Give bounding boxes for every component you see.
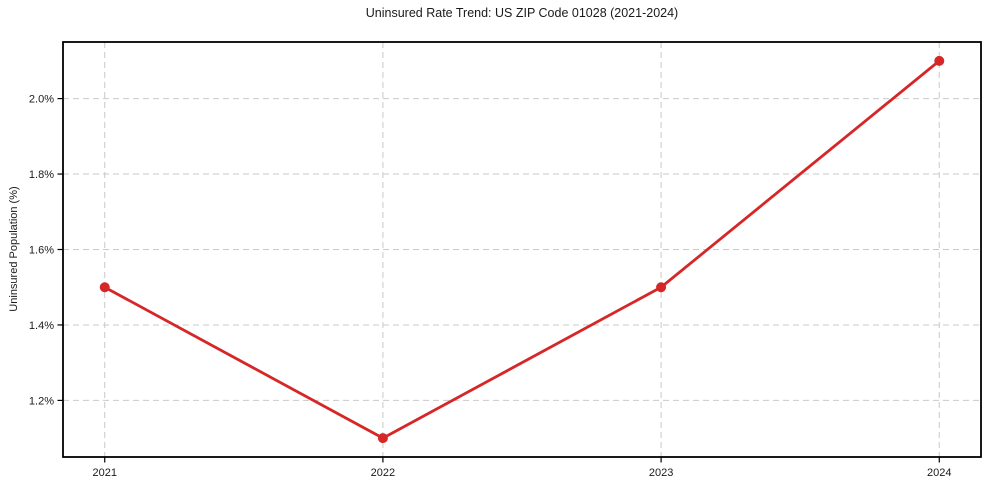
x-tick-label: 2022 [371,467,395,479]
x-tick-label: 2024 [927,467,951,479]
y-tick-label: 1.4% [29,320,54,332]
x-tick-label: 2021 [92,467,116,479]
data-point [934,55,945,66]
plot-frame [62,41,982,458]
x-tick-label: 2023 [649,467,673,479]
chart-title: Uninsured Rate Trend: US ZIP Code 01028 … [365,6,679,20]
data-point [656,282,667,293]
data-point [377,433,388,444]
y-tick-label: 1.8% [29,169,54,181]
data-point [99,282,110,293]
y-tick-label: 1.2% [29,395,54,407]
y-tick-label: 2.0% [29,94,54,106]
y-tick-label: 1.6% [29,245,54,257]
trend-line [103,59,941,440]
